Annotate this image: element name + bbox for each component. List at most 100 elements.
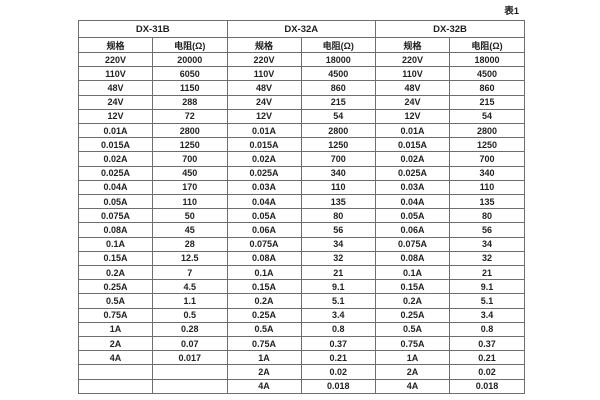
resistance-cell: 0.37 xyxy=(449,336,525,352)
spec-cell: 0.05A xyxy=(374,208,451,224)
resistance-cell: 54 xyxy=(300,108,377,125)
resistance-cell: 2800 xyxy=(449,123,525,139)
spec-cell: 4A xyxy=(374,378,451,395)
resistance-cell: 1.1 xyxy=(152,293,228,309)
resistance-cell: 12.5 xyxy=(152,250,228,267)
table-row: 0.1A 28 0.075A 34 0.075A 34 xyxy=(77,236,525,252)
spec-cell: 0.025A xyxy=(226,165,302,181)
spec-cell: 220V xyxy=(226,51,302,68)
spec-cell: 0.15A xyxy=(374,279,451,295)
resistance-cell: 0.21 xyxy=(449,350,525,366)
resistance-cell: 700 xyxy=(449,151,525,167)
spec-cell: 0.06A xyxy=(374,222,451,238)
resistance-spec-table: DX-31B DX-32A DX-32B 规格 电阻(Ω) 规格 电阻(Ω) 规… xyxy=(77,20,525,395)
resistance-cell: 20000 xyxy=(152,51,228,68)
spec-cell: 0.01A xyxy=(374,123,451,139)
resistance-cell: 0.017 xyxy=(152,350,228,366)
spec-cell: 220V xyxy=(77,51,154,68)
resistance-cell: 135 xyxy=(449,194,525,210)
resistance-cell: 1250 xyxy=(449,137,525,153)
spec-cell: 0.04A xyxy=(374,194,451,210)
spec-cell: 0.01A xyxy=(77,123,154,139)
resistance-cell: 0.07 xyxy=(152,336,228,352)
spec-cell: 4A xyxy=(226,378,302,395)
table-row: 0.075A 50 0.05A 80 0.05A 80 xyxy=(77,208,525,224)
resistance-cell: 215 xyxy=(449,94,525,110)
spec-cell: 0.25A xyxy=(77,279,154,295)
spec-cell: 2A xyxy=(77,336,154,352)
resistance-cell: 135 xyxy=(300,194,377,210)
spec-cell: 0.75A xyxy=(226,336,302,352)
resistance-cell: 18000 xyxy=(300,51,377,68)
spec-cell: 0.2A xyxy=(374,293,451,309)
resistance-cell: 45 xyxy=(152,222,228,238)
resistance-cell: 0.37 xyxy=(300,336,377,352)
resistance-cell: 80 xyxy=(300,208,377,224)
table-row: 0.01A 2800 0.01A 2800 0.01A 2800 xyxy=(77,123,525,139)
resistance-cell: 2800 xyxy=(152,123,228,139)
table-row: 4A 0.017 1A 0.21 1A 0.21 xyxy=(77,350,525,366)
table-row: 0.75A 0.5 0.25A 3.4 0.25A 3.4 xyxy=(77,307,525,323)
spec-cell: 2A xyxy=(374,364,451,380)
spec-cell: 0.015A xyxy=(374,137,451,153)
spec-cell: 0.02A xyxy=(77,151,154,167)
resistance-cell: 110 xyxy=(300,179,377,196)
resistance-cell: 0.21 xyxy=(300,350,377,366)
resistance-cell: 110 xyxy=(449,179,525,196)
resistance-cell: 860 xyxy=(449,80,525,96)
resistance-cell: 28 xyxy=(152,236,228,252)
resistance-cell: 21 xyxy=(449,265,525,281)
spec-cell: 0.1A xyxy=(77,236,154,252)
resistance-cell: 80 xyxy=(449,208,525,224)
spec-cell: 24V xyxy=(77,94,154,110)
resistance-cell: 0.28 xyxy=(152,321,228,338)
resistance-cell: 0.02 xyxy=(300,364,377,380)
spec-cell: 0.03A xyxy=(226,179,302,196)
resistance-cell: 0.018 xyxy=(300,378,377,395)
table-row: 4A 0.018 4A 0.018 xyxy=(77,378,525,395)
table-row: 0.02A 700 0.02A 700 0.02A 700 xyxy=(77,151,525,167)
table-row: 0.04A 170 0.03A 110 0.03A 110 xyxy=(77,179,525,196)
resistance-cell: 1150 xyxy=(152,80,228,96)
resistance-cell: 700 xyxy=(300,151,377,167)
spec-cell: 2A xyxy=(226,364,302,380)
spec-cell: 110V xyxy=(77,66,154,82)
table-row: 0.25A 4.5 0.15A 9.1 0.15A 9.1 xyxy=(77,279,525,295)
spec-cell: 48V xyxy=(77,80,154,96)
resistance-cell: 32 xyxy=(300,250,377,267)
table-row: 0.015A 1250 0.015A 1250 0.015A 1250 xyxy=(77,137,525,153)
resistance-cell: 0.8 xyxy=(300,321,377,338)
spec-cell: 1A xyxy=(374,350,451,366)
resistance-cell xyxy=(152,378,228,395)
resistance-cell: 4500 xyxy=(449,66,525,82)
resistance-cell: 32 xyxy=(449,250,525,267)
resistance-column-header: 电阻(Ω) xyxy=(449,37,525,53)
resistance-cell: 110 xyxy=(152,194,228,210)
spec-cell: 110V xyxy=(374,66,451,82)
resistance-cell: 56 xyxy=(449,222,525,238)
resistance-cell: 700 xyxy=(152,151,228,167)
spec-cell: 24V xyxy=(226,94,302,110)
resistance-cell: 0.5 xyxy=(152,307,228,323)
resistance-cell: 0.8 xyxy=(449,321,525,338)
spec-cell: 0.075A xyxy=(374,236,451,252)
spec-cell: 0.2A xyxy=(77,265,154,281)
resistance-cell: 50 xyxy=(152,208,228,224)
spec-cell: 0.06A xyxy=(226,222,302,238)
spec-cell: 0.04A xyxy=(77,179,154,196)
group-header-dx-31b: DX-31B xyxy=(78,20,228,38)
table-row: 110V 6050 110V 4500 110V 4500 xyxy=(77,66,525,82)
spec-cell: 0.15A xyxy=(226,279,302,295)
spec-cell xyxy=(77,378,154,395)
resistance-cell: 5.1 xyxy=(300,293,377,309)
resistance-cell: 34 xyxy=(449,236,525,252)
spec-cell: 0.05A xyxy=(226,208,302,224)
spec-cell: 0.02A xyxy=(374,151,451,167)
spec-cell: 12V xyxy=(226,108,302,125)
resistance-cell: 3.4 xyxy=(449,307,525,323)
resistance-cell: 1250 xyxy=(152,137,228,153)
spec-cell: 0.15A xyxy=(77,250,154,267)
spec-cell: 1A xyxy=(77,321,154,338)
spec-cell: 0.02A xyxy=(226,151,302,167)
resistance-cell: 5.1 xyxy=(449,293,525,309)
